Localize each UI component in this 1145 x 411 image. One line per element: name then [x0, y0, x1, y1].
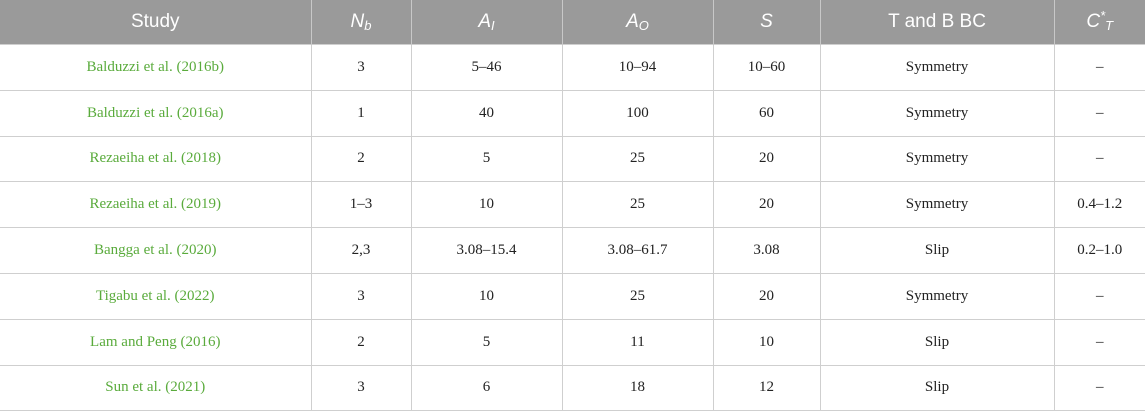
table-row: Sun et al. (2021) 3 6 18 12 Slip – — [0, 364, 1145, 411]
ao-cell: 25 — [561, 135, 714, 183]
table-row: Balduzzi et al. (2016a) 1 40 100 60 Symm… — [0, 89, 1145, 137]
column-header-ao[interactable]: AO — [561, 0, 713, 45]
ao-cell: 18 — [561, 364, 714, 411]
ct-cell: 0.4–1.2 — [1053, 181, 1145, 229]
table-row: Tigabu et al. (2022) 3 10 25 20 Symmetry… — [0, 272, 1145, 320]
ai-cell: 5–46 — [410, 44, 563, 91]
ao-symbol: A — [626, 11, 639, 32]
column-header-nb[interactable]: Nb — [310, 0, 411, 45]
column-header-ct[interactable]: C*T — [1053, 0, 1145, 45]
ao-cell: 25 — [561, 272, 714, 320]
s-cell: 10 — [712, 318, 821, 366]
nb-cell: 2,3 — [310, 227, 412, 274]
s-cell: 20 — [712, 181, 821, 229]
column-header-bc[interactable]: T and B BC — [819, 0, 1054, 45]
ao-cell: 11 — [561, 318, 714, 366]
ai-cell: 5 — [410, 318, 563, 366]
study-link[interactable]: Balduzzi et al. (2016b) — [0, 44, 312, 91]
bc-cell: Symmetry — [819, 135, 1055, 183]
ct-subscript: T — [1105, 18, 1114, 33]
nb-cell: 3 — [310, 272, 412, 320]
ao-cell: 10–94 — [561, 44, 714, 91]
s-cell: 10–60 — [712, 44, 821, 91]
ct-cell: – — [1053, 318, 1145, 366]
ct-cell: – — [1053, 364, 1145, 411]
ai-cell: 3.08–15.4 — [410, 227, 563, 274]
bc-cell: Slip — [819, 364, 1055, 411]
table-row: Balduzzi et al. (2016b) 3 5–46 10–94 10–… — [0, 44, 1145, 91]
header-row: Study Nb AI AO S T and B BC C*T — [0, 0, 1145, 45]
ct-cell: – — [1053, 135, 1145, 183]
ai-cell: 40 — [410, 89, 563, 137]
column-header-s[interactable]: S — [712, 0, 820, 45]
bc-cell: Slip — [819, 227, 1055, 274]
study-link[interactable]: Rezaeiha et al. (2018) — [0, 135, 312, 183]
s-cell: 60 — [712, 89, 821, 137]
study-link[interactable]: Sun et al. (2021) — [0, 364, 312, 411]
column-header-ai[interactable]: AI — [410, 0, 562, 45]
ct-cell: – — [1053, 44, 1145, 91]
nb-cell: 2 — [310, 318, 412, 366]
ai-subscript: I — [491, 18, 495, 33]
table-row: Bangga et al. (2020) 2,3 3.08–15.4 3.08–… — [0, 227, 1145, 274]
ao-cell: 25 — [561, 181, 714, 229]
table-row: Lam and Peng (2016) 2 5 11 10 Slip – — [0, 318, 1145, 366]
ct-cell: – — [1053, 89, 1145, 137]
nb-cell: 3 — [310, 44, 412, 91]
nb-cell: 1 — [310, 89, 412, 137]
bc-cell: Symmetry — [819, 89, 1055, 137]
study-link[interactable]: Tigabu et al. (2022) — [0, 272, 312, 320]
bc-cell: Symmetry — [819, 181, 1055, 229]
ao-cell: 100 — [561, 89, 714, 137]
ct-symbol: C — [1086, 11, 1101, 32]
study-link[interactable]: Rezaeiha et al. (2019) — [0, 181, 312, 229]
table-row: Rezaeiha et al. (2019) 1–3 10 25 20 Symm… — [0, 181, 1145, 229]
study-link[interactable]: Lam and Peng (2016) — [0, 318, 312, 366]
table-body: Balduzzi et al. (2016b) 3 5–46 10–94 10–… — [0, 44, 1145, 411]
ai-cell: 10 — [410, 181, 563, 229]
s-cell: 20 — [712, 272, 821, 320]
nb-cell: 1–3 — [310, 181, 412, 229]
table-row: Rezaeiha et al. (2018) 2 5 25 20 Symmetr… — [0, 135, 1145, 183]
nb-symbol: N — [350, 11, 365, 32]
nb-subscript: b — [364, 18, 372, 33]
ai-symbol: A — [478, 11, 492, 32]
bc-cell: Symmetry — [819, 272, 1055, 320]
s-cell: 3.08 — [712, 227, 821, 274]
ai-cell: 6 — [410, 364, 563, 411]
nb-cell: 3 — [310, 364, 412, 411]
ct-cell: – — [1053, 272, 1145, 320]
column-header-study[interactable]: Study — [0, 0, 311, 45]
bc-cell: Symmetry — [819, 44, 1055, 91]
s-symbol: S — [760, 11, 773, 32]
s-cell: 20 — [712, 135, 821, 183]
ai-cell: 5 — [410, 135, 563, 183]
study-link[interactable]: Balduzzi et al. (2016a) — [0, 89, 312, 137]
ao-subscript: O — [638, 18, 649, 33]
nb-cell: 2 — [310, 135, 412, 183]
study-link[interactable]: Bangga et al. (2020) — [0, 227, 312, 274]
s-cell: 12 — [712, 364, 821, 411]
bc-cell: Slip — [819, 318, 1055, 366]
ct-superscript: * — [1100, 8, 1106, 23]
ct-cell: 0.2–1.0 — [1053, 227, 1145, 274]
ai-cell: 10 — [410, 272, 563, 320]
ao-cell: 3.08–61.7 — [561, 227, 714, 274]
